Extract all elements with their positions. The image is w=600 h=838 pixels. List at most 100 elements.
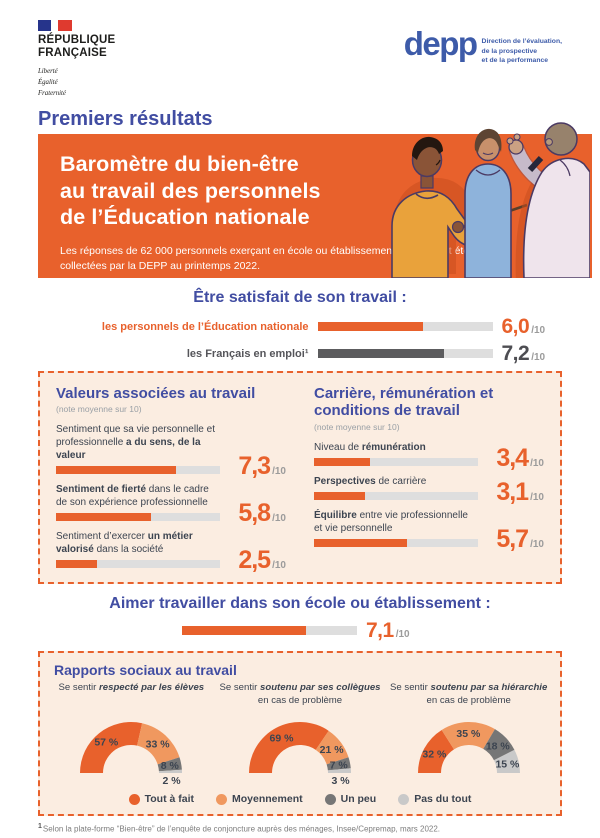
score-bar-fill [314,491,365,500]
gauge-segment [248,722,329,774]
score-value: 7,2 [501,342,530,365]
stat-item-label: Niveau de rémunération [314,441,426,453]
career-heading: Carrière, rémunération et conditions de … [314,385,494,420]
gauge-segment [315,731,349,765]
score-bar-fill [56,466,176,475]
score-bar [56,466,220,475]
aimer-score-row: 7,1 /10 [38,620,562,641]
footnote: 1Selon la plate-forme “Bien-être” de l’e… [38,823,562,834]
score-bar-fill [56,513,152,522]
aimer-heading: Aimer travailler dans son école ou établ… [109,595,491,613]
score-value: 7,3 [238,452,271,481]
score-bar-fill [317,322,423,331]
gauge-segment [157,757,183,772]
score-bar-fill [314,538,408,547]
stat-item: Équilibre entre vie professionnelle et v… [314,509,544,551]
stat-item-label: Sentiment que sa vie personnelle et prof… [56,424,215,462]
score-suffix: /10 [272,466,286,478]
gauge-legend: Tout à fait Moyennement Un peu Pas du tout [50,793,550,805]
score-bar [56,560,220,569]
score-bar [317,322,493,331]
score-suffix: /10 [395,629,410,641]
score-suffix: /10 [531,325,546,336]
legend-dot-icon [324,793,336,805]
gauge-segment-label: 57 % [95,737,120,749]
values-note: (note moyenne sur 10) [56,404,142,415]
gauge-segment-label: 21 % [320,744,345,756]
gauge-segment-label: 33 % [146,739,171,751]
score-bar-fill [317,349,444,358]
footnote-marker: 1 [38,823,42,831]
score-bar [314,538,478,547]
score-value: 6,0 [501,315,530,338]
gauge-segment [493,750,520,774]
legend-item: Moyennement [216,793,303,805]
banner-subtitle: Les réponses de 62 000 personnels exerça… [60,244,470,273]
half-donut-chart: 32 % 35 % 18 % 15 % [417,722,520,774]
gauge-segment [327,768,351,774]
title-banner: Baromètre du bien-être au travail des pe… [38,122,592,278]
rapports-box: Rapports sociaux au travail Se sentir re… [38,651,562,817]
satisfaction-row-label: les Français en emploi¹ [186,347,309,360]
gauge-segment [441,722,495,750]
gauge-segment [80,722,143,774]
republique-wordmark: RÉPUBLIQUE FRANÇAISE [38,34,116,59]
stat-item-label: Sentiment d’exercer un métier valorisé d… [56,531,193,556]
half-donut-chart: 57 % 33 % 8 % 2 % [80,722,183,787]
depp-wordmark: depp [403,25,478,62]
gauge-segment-label: 15 % [495,759,520,771]
footnote-text: Selon la plate-forme “Bien-être” de l’en… [42,824,441,834]
score-value: 3,1 [496,477,529,506]
score-suffix: /10 [531,352,546,363]
french-flag-icon [38,20,72,31]
gauge-chart: Se sentir soutenu par sa hiérarchie en ca… [387,682,550,788]
satisfaction-row-label: les personnels de l’Éducation nationale [101,320,309,333]
values-heading: Valeurs associées au travail [56,385,256,402]
stat-item-label: Perspectives de carrière [314,475,427,487]
half-donut-chart: 69 % 21 % 7 % 3 % [248,722,351,787]
gauge-segment-label: 2 % [163,775,182,787]
kicker-premiers-resultats: Premiers résultats [38,108,213,130]
score-value: 2,5 [238,546,271,575]
gauge-segment-label: 8 % [161,760,180,772]
career-items: Niveau de rémunération 3,4/10 Perspectives… [314,441,544,551]
gauge-chart: Se sentir soutenu par ses collègues en ca… [219,682,382,788]
page-header: RÉPUBLIQUE FRANÇAISE Liberté Égalité Fra… [38,20,562,102]
depp-logo: depp Direction de l’évaluation, de la pr… [403,25,562,66]
score-bar [314,491,478,500]
legend-dot-icon [216,793,228,805]
aimer-bar-fill [182,626,307,636]
score-bar [56,513,220,522]
stat-item: Niveau de rémunération 3,4/10 [314,441,544,470]
stat-item: Sentiment d’exercer un métier valorisé d… [56,530,286,573]
gauge-chart: Se sentir respecté par les élèves 57 % 33 … [50,682,213,788]
values-column: Valeurs associées au travail (note moyen… [56,385,286,573]
legend-item: Un peu [324,793,376,805]
gauge-segment-label: 18 % [485,741,510,753]
liberte-egalite-fraternite-motto: Liberté Égalité Fraternité [38,67,66,98]
legend-dot-icon [128,793,140,805]
legend-item: Tout à fait [128,793,194,805]
rapports-heading: Rapports sociaux au travail [54,662,237,679]
gauge-segment-label: 69 % [270,733,295,745]
score-value: 5,7 [496,524,529,553]
legend-label: Moyennement [232,793,303,806]
values-items: Sentiment que sa vie personnelle et prof… [56,423,286,573]
score-bar [182,626,357,636]
gauge-title: Se sentir soutenu par ses collègues en ca… [219,682,381,706]
score-suffix: /10 [530,457,544,469]
gauge-segment [417,730,454,774]
aimer-score-value: 7,1 [366,619,394,643]
values-career-box: Valeurs associées au travail (note moyen… [38,371,562,585]
gauge-segment-label: 3 % [331,775,350,787]
score-suffix: /10 [272,560,286,572]
gauge-segment [326,757,351,771]
stat-item: Sentiment de fierté dans le cadre de son… [56,483,286,526]
gauge-segment [482,729,515,761]
gauge-segment-label: 35 % [456,728,481,740]
republique-francaise-logo: RÉPUBLIQUE FRANÇAISE Liberté Égalité Fra… [38,20,115,99]
score-bar-fill [56,560,97,569]
stat-item: Perspectives de carrière 3,1/10 [314,475,544,504]
score-bar [314,457,478,466]
